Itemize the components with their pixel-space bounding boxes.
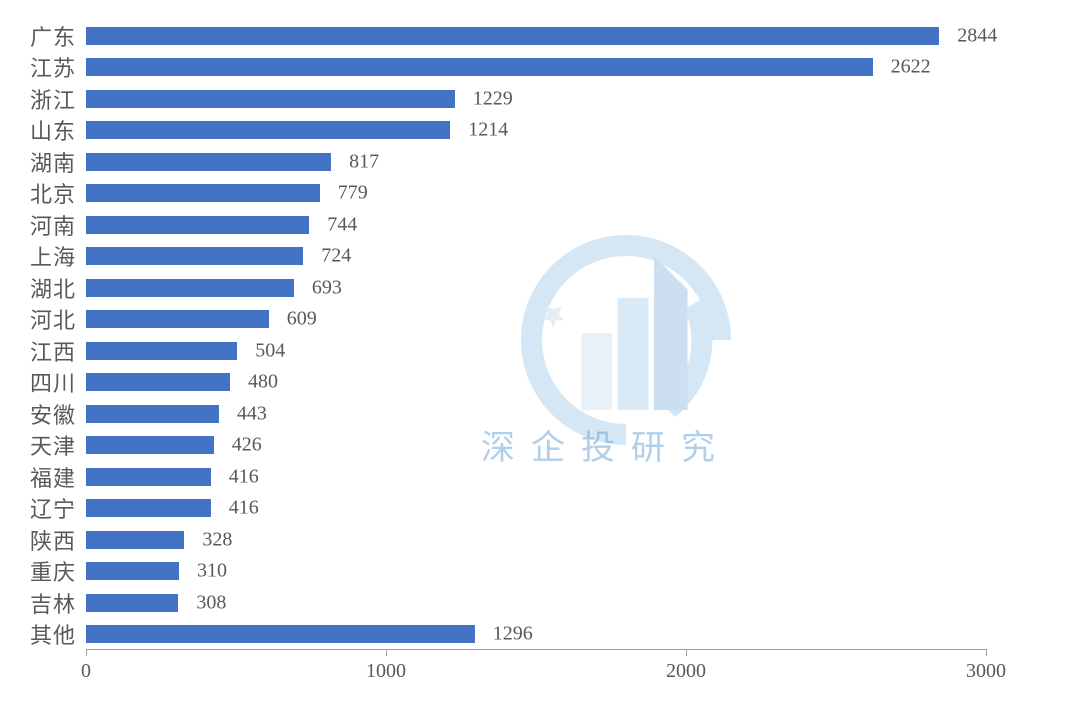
value-label: 504 (255, 339, 285, 362)
category-label: 重庆 (30, 555, 76, 587)
bar-row: 湖南817 (86, 146, 986, 178)
bar-row: 安徽443 (86, 398, 986, 430)
bar (86, 342, 237, 360)
x-tick (86, 649, 87, 656)
plot-area: 0100020003000 广东2844江苏2622浙江1229山东1214湖南… (86, 20, 986, 650)
value-label: 724 (321, 245, 351, 268)
bar-row: 江苏2622 (86, 52, 986, 84)
category-label: 湖南 (30, 146, 76, 178)
bar-row: 浙江1229 (86, 83, 986, 115)
bar-row: 江西504 (86, 335, 986, 367)
bar (86, 247, 303, 265)
category-label: 福建 (30, 461, 76, 493)
bar-row: 山东1214 (86, 115, 986, 147)
bar (86, 531, 184, 549)
x-tick (986, 649, 987, 656)
bar-row: 上海724 (86, 241, 986, 273)
bar (86, 279, 294, 297)
category-label: 吉林 (30, 587, 76, 619)
value-label: 1296 (493, 623, 533, 646)
bar (86, 184, 320, 202)
bar (86, 499, 211, 517)
category-label: 北京 (30, 177, 76, 209)
x-tick-label: 0 (81, 660, 91, 683)
bar (86, 562, 179, 580)
category-label: 山东 (30, 114, 76, 146)
bar (86, 594, 178, 612)
value-label: 416 (229, 465, 259, 488)
category-label: 广东 (30, 20, 76, 52)
bar (86, 216, 309, 234)
category-label: 浙江 (30, 83, 76, 115)
value-label: 328 (202, 528, 232, 551)
bar-row: 河北609 (86, 304, 986, 336)
category-label: 江苏 (30, 51, 76, 83)
bar-row: 其他1296 (86, 619, 986, 651)
value-label: 480 (248, 371, 278, 394)
bar (86, 58, 873, 76)
value-label: 426 (232, 434, 262, 457)
bar-row: 河南744 (86, 209, 986, 241)
bar (86, 468, 211, 486)
category-label: 四川 (30, 366, 76, 398)
bar-row: 广东2844 (86, 20, 986, 52)
value-label: 779 (338, 182, 368, 205)
bar (86, 436, 214, 454)
bar-row: 辽宁416 (86, 493, 986, 525)
value-label: 1214 (468, 119, 508, 142)
bar-row: 北京779 (86, 178, 986, 210)
value-label: 2844 (957, 24, 997, 47)
category-label: 辽宁 (30, 492, 76, 524)
bar-row: 福建416 (86, 461, 986, 493)
value-label: 416 (229, 497, 259, 520)
bar-row: 吉林308 (86, 587, 986, 619)
category-label: 安徽 (30, 398, 76, 430)
category-label: 上海 (30, 240, 76, 272)
bar (86, 27, 939, 45)
bar-row: 四川480 (86, 367, 986, 399)
x-tick-label: 2000 (666, 660, 706, 683)
category-label: 天津 (30, 429, 76, 461)
value-label: 308 (196, 591, 226, 614)
category-label: 陕西 (30, 524, 76, 556)
value-label: 744 (327, 213, 357, 236)
bar-row: 天津426 (86, 430, 986, 462)
value-label: 817 (349, 150, 379, 173)
bar-row: 重庆310 (86, 556, 986, 588)
value-label: 693 (312, 276, 342, 299)
bar (86, 625, 475, 643)
bar-chart: 深企投研究 0100020003000 广东2844江苏2622浙江1229山东… (86, 20, 1030, 680)
value-label: 2622 (891, 56, 931, 79)
bar (86, 121, 450, 139)
x-tick-label: 3000 (966, 660, 1006, 683)
x-tick-label: 1000 (366, 660, 406, 683)
value-label: 609 (287, 308, 317, 331)
value-label: 443 (237, 402, 267, 425)
bar-row: 陕西328 (86, 524, 986, 556)
category-label: 湖北 (30, 272, 76, 304)
bar (86, 90, 455, 108)
bar (86, 310, 269, 328)
bar (86, 373, 230, 391)
bar (86, 153, 331, 171)
category-label: 河南 (30, 209, 76, 241)
bar (86, 405, 219, 423)
bar-row: 湖北693 (86, 272, 986, 304)
x-tick (386, 649, 387, 656)
value-label: 310 (197, 560, 227, 583)
category-label: 江西 (30, 335, 76, 367)
category-label: 河北 (30, 303, 76, 335)
category-label: 其他 (30, 618, 76, 650)
x-tick (686, 649, 687, 656)
value-label: 1229 (473, 87, 513, 110)
